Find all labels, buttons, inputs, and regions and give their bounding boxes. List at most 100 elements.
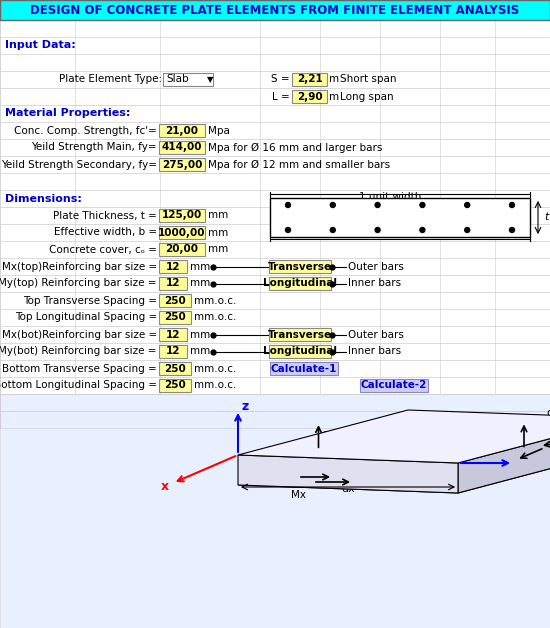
Circle shape <box>331 202 336 207</box>
Bar <box>0 411 550 428</box>
Circle shape <box>285 227 290 232</box>
Bar <box>270 362 338 375</box>
Bar <box>159 260 187 273</box>
Circle shape <box>331 227 336 232</box>
Text: Dimensions:: Dimensions: <box>5 193 82 203</box>
Text: My(top) Reinforcing bar size =: My(top) Reinforcing bar size = <box>0 278 157 288</box>
Text: mm: mm <box>190 261 210 271</box>
Circle shape <box>285 202 290 207</box>
Text: 125,00: 125,00 <box>162 210 202 220</box>
Bar <box>0 88 550 105</box>
Bar <box>360 379 428 392</box>
Text: 250: 250 <box>164 296 186 305</box>
Bar <box>0 156 550 173</box>
Bar <box>269 260 331 273</box>
Bar <box>0 309 550 326</box>
Bar <box>269 277 331 290</box>
Text: Top Transverse Spacing =: Top Transverse Spacing = <box>23 296 157 305</box>
Text: 12: 12 <box>166 261 180 271</box>
Text: mm: mm <box>208 244 228 254</box>
Text: t: t <box>544 212 548 222</box>
Text: 1 unit width: 1 unit width <box>359 192 421 202</box>
Text: Bottom Transverse Spacing =: Bottom Transverse Spacing = <box>2 364 157 374</box>
Text: Slab: Slab <box>166 75 189 85</box>
Bar <box>0 20 550 37</box>
Bar <box>159 311 191 324</box>
Text: Mx: Mx <box>355 474 370 484</box>
Circle shape <box>375 227 380 232</box>
Text: Qx: Qx <box>322 431 336 441</box>
Bar <box>0 173 550 190</box>
Text: 21,00: 21,00 <box>166 126 199 136</box>
Bar <box>0 360 550 377</box>
Bar <box>0 122 550 139</box>
Text: Mx: Mx <box>290 490 305 500</box>
Text: L =: L = <box>272 92 290 102</box>
Text: 2,21: 2,21 <box>296 75 322 85</box>
Text: Calculate-1: Calculate-1 <box>271 364 337 374</box>
Text: mm: mm <box>208 227 228 237</box>
Bar <box>163 73 213 86</box>
Bar <box>159 158 205 171</box>
Bar <box>0 394 550 411</box>
Text: 20,00: 20,00 <box>166 244 199 254</box>
Text: dx: dx <box>341 484 355 494</box>
Text: mm: mm <box>190 347 210 357</box>
Bar <box>0 224 550 241</box>
Text: Short span: Short span <box>340 75 397 85</box>
Text: dy: dy <box>546 408 550 418</box>
Text: mm.o.c.: mm.o.c. <box>194 313 236 323</box>
Text: Plate Element Type:: Plate Element Type: <box>59 75 162 85</box>
Polygon shape <box>238 410 550 463</box>
Polygon shape <box>458 418 550 493</box>
Text: Top Longitudinal Spacing =: Top Longitudinal Spacing = <box>15 313 157 323</box>
Text: 1000,00: 1000,00 <box>158 227 206 237</box>
Text: Longitudinal: Longitudinal <box>263 278 337 288</box>
Circle shape <box>465 227 470 232</box>
Bar <box>0 377 550 394</box>
Text: m: m <box>329 75 339 85</box>
Bar <box>159 141 205 154</box>
Text: Plate Thickness, t =: Plate Thickness, t = <box>53 210 157 220</box>
Text: Qy: Qy <box>527 431 541 440</box>
Text: Yeild Strength Main, fy=: Yeild Strength Main, fy= <box>31 143 157 153</box>
Text: 250: 250 <box>164 364 186 374</box>
Circle shape <box>420 202 425 207</box>
Polygon shape <box>238 455 458 493</box>
Text: y: y <box>517 457 525 470</box>
Bar <box>159 124 205 137</box>
Bar <box>0 394 550 411</box>
Text: Mx(bot)Reinforcing bar size =: Mx(bot)Reinforcing bar size = <box>2 330 157 340</box>
Bar <box>159 345 187 358</box>
Text: Mpa: Mpa <box>208 126 230 136</box>
Text: z: z <box>241 401 248 413</box>
Circle shape <box>509 227 514 232</box>
Bar <box>0 0 550 20</box>
Bar <box>159 277 187 290</box>
Bar <box>159 328 187 341</box>
Bar <box>0 292 550 309</box>
Bar <box>0 394 550 628</box>
Bar <box>159 362 191 375</box>
Bar <box>0 190 550 207</box>
Text: 12: 12 <box>166 330 180 340</box>
Bar <box>292 73 327 86</box>
Text: 275,00: 275,00 <box>162 160 202 170</box>
Bar <box>159 226 205 239</box>
Text: Yeild Strength Secondary, fy=: Yeild Strength Secondary, fy= <box>1 160 157 170</box>
Circle shape <box>509 202 514 207</box>
Text: Mpa for Ø 12 mm and smaller bars: Mpa for Ø 12 mm and smaller bars <box>208 160 390 170</box>
Circle shape <box>375 202 380 207</box>
Text: mm.o.c.: mm.o.c. <box>194 381 236 391</box>
Text: Mpa for Ø 16 mm and larger bars: Mpa for Ø 16 mm and larger bars <box>208 143 382 153</box>
Circle shape <box>465 202 470 207</box>
Bar <box>0 37 550 54</box>
Bar <box>270 198 530 237</box>
Bar <box>0 139 550 156</box>
Text: Outer bars: Outer bars <box>348 330 404 340</box>
Bar <box>159 294 191 307</box>
Text: S =: S = <box>271 75 290 85</box>
Text: Mx(top)Reinforcing bar size =: Mx(top)Reinforcing bar size = <box>2 261 157 271</box>
Bar <box>0 275 550 292</box>
Bar <box>0 343 550 360</box>
